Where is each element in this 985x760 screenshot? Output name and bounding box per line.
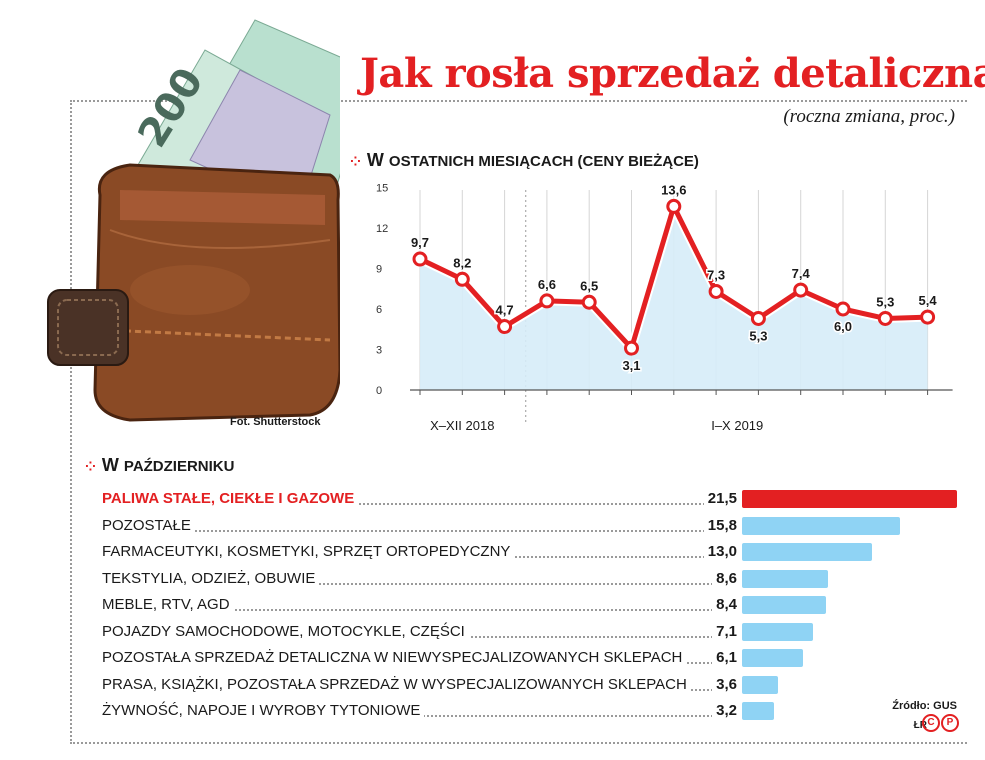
bar-row: Farmaceutyki, kosmetyki, sprzęt ortopedy… [102, 541, 957, 563]
section-marker-icon: ⁘ [85, 459, 96, 474]
bar-row: Prasa, książki, pozostała sprzedaż w wys… [102, 674, 957, 696]
data-point [708, 283, 724, 299]
data-point [835, 301, 851, 317]
bar-category-label: Pojazdy samochodowe, motocykle, części [102, 622, 469, 640]
bar-value-label: 8,6 [712, 569, 737, 587]
bar [742, 569, 828, 588]
data-point [877, 310, 893, 326]
bar [742, 490, 957, 508]
data-point [920, 309, 936, 325]
data-point [454, 271, 470, 287]
y-tick-label: 3 [376, 345, 382, 357]
data-label: 9,7 [411, 235, 429, 250]
bar-row: Żywność, napoje i wyroby tytoniowe 3,2 [102, 700, 957, 722]
bar-value-label: 3,2 [712, 702, 737, 719]
leader-dots [102, 582, 737, 585]
x-group-label: I–X 2019 [711, 418, 763, 433]
wallet-image [47, 163, 340, 422]
bar-category-label: Meble, RTV, AGD [102, 596, 234, 613]
data-point [793, 282, 809, 298]
bar-category-label: Pozostałe [102, 516, 195, 534]
y-tick-label: 12 [376, 223, 388, 235]
bar [742, 675, 778, 694]
bar [742, 516, 900, 535]
bar [742, 596, 826, 614]
data-point [581, 294, 597, 310]
bar-value-label: 7,1 [712, 622, 737, 640]
leader-dots [102, 503, 737, 505]
bar-row: Tekstylia, odzież, obuwie 8,6 [102, 568, 957, 590]
chart-title: Jak rosła sprzedaż detaliczna [360, 50, 985, 97]
bar [742, 702, 774, 720]
bar-row: Pozostała sprzedaż detaliczna w niewyspe… [102, 647, 957, 669]
data-label: 8,2 [453, 255, 471, 270]
area-fill [420, 206, 928, 390]
bar [742, 543, 872, 561]
photo-credit: Fot. Shutterstock [230, 416, 321, 428]
section-heading-first: W [101, 455, 119, 475]
bar-value-label: 6,1 [712, 649, 737, 666]
bar-row: Pozostałe 15,8 [102, 515, 957, 537]
data-point [497, 319, 513, 335]
y-tick-label: 0 [376, 385, 382, 397]
data-label: 6,5 [580, 278, 598, 293]
data-label: 6,0 [834, 319, 852, 334]
section-heading-line: ⁘ W ostatnich miesiącach (ceny bieżące) [350, 150, 699, 171]
leader-dots [102, 609, 737, 611]
section-heading-rest: ostatnich miesiącach (ceny bieżące) [388, 153, 699, 170]
data-point [666, 198, 682, 214]
y-tick-label: 6 [376, 304, 382, 316]
bar-value-label: 15,8 [703, 516, 737, 534]
bar-row: Meble, RTV, AGD 8,4 [102, 594, 957, 616]
wallet-illustration: 200 [47, 19, 340, 422]
data-label: 6,6 [538, 277, 556, 292]
bar-category-label: Żywność, napoje i wyroby tytoniowe [102, 702, 425, 719]
logo-letter: C [922, 714, 940, 732]
bar-row: Paliwa stałe, ciekłe i gazowe 21,5 [102, 488, 957, 510]
data-point [750, 310, 766, 326]
data-point [539, 293, 555, 309]
data-point [412, 251, 428, 267]
section-marker-icon: ⁘ [350, 154, 361, 169]
data-label: 5,4 [919, 293, 938, 308]
bar-value-label: 3,6 [712, 675, 737, 693]
data-label: 3,1 [622, 358, 640, 373]
bar [742, 649, 803, 667]
data-label: 5,3 [749, 328, 767, 343]
bar-category-label: Farmaceutyki, kosmetyki, sprzęt ortopedy… [102, 543, 515, 560]
data-label: 5,3 [876, 294, 894, 309]
bar-row: Pojazdy samochodowe, motocykle, części 7,… [102, 621, 957, 643]
bar-category-label: Prasa, książki, pozostała sprzedaż w wys… [102, 675, 691, 693]
bar-category-label: Paliwa stałe, ciekłe i gazowe [102, 490, 359, 507]
bar-value-label: 13,0 [703, 543, 737, 560]
bar [742, 622, 813, 641]
line-chart: 0 3 6 9 12 15 9,7 8,2 4,7 6,6 6,5 3,1 13,6 7,3 5,3 7,4 6… [376, 181, 953, 433]
y-tick-label: 15 [376, 183, 388, 195]
bar-category-label: Tekstylia, odzież, obuwie [102, 569, 320, 587]
section-heading-bars: ⁘ W październiku [85, 455, 234, 476]
data-point [624, 340, 639, 356]
bar-value-label: 21,5 [703, 490, 737, 507]
data-label: 7,3 [707, 267, 725, 282]
leader-dots [102, 529, 737, 532]
author-initials: ŁR [913, 720, 927, 731]
graphic-frame [70, 100, 967, 744]
section-heading-rest: październiku [123, 458, 235, 475]
section-heading-first: W [366, 150, 384, 170]
x-group-label: X–XII 2018 [430, 418, 494, 433]
data-label: 13,6 [661, 182, 686, 197]
y-tick-label: 9 [376, 264, 382, 276]
chart-subtitle: (roczna zmiana, proc.) [783, 106, 955, 127]
bar-value-label: 8,4 [712, 596, 737, 613]
logo-letter: P [941, 714, 959, 732]
data-label: 7,4 [792, 266, 811, 281]
bar-category-label: Pozostała sprzedaż detaliczna w niewyspe… [102, 649, 687, 666]
data-label: 4,7 [496, 303, 514, 318]
source-note: Źródło: GUS [892, 700, 957, 712]
